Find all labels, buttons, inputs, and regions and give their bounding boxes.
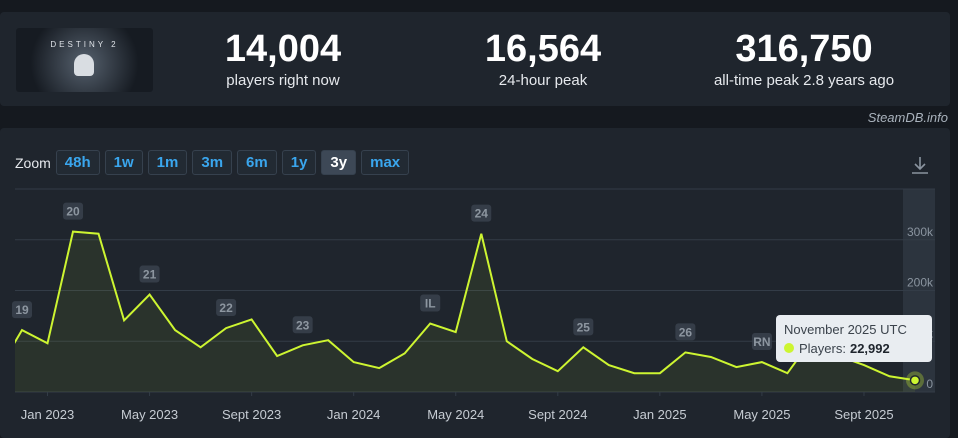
stat-value: 316,750 [735, 28, 873, 70]
x-tick-label: Sept 2025 [834, 407, 893, 422]
annotation-label: 22 [219, 301, 233, 315]
zoom-button[interactable]: 1w [104, 150, 143, 175]
x-tick-label: May 2023 [121, 407, 178, 422]
stat-label: players right now [226, 72, 340, 89]
y-tick-label: 0 [926, 377, 933, 391]
x-tick-label: Jan 2025 [633, 407, 687, 422]
stat-label: 24-hour peak [498, 72, 588, 89]
annotation-badge [471, 204, 492, 222]
annotation-label: IL [425, 296, 436, 310]
game-logo: DESTINY 2 [16, 28, 153, 92]
x-tick-label: Jan 2023 [21, 407, 75, 422]
tooltip-row: Players: 22,992 [799, 341, 890, 356]
annotation-label: 21 [143, 268, 157, 282]
x-tick-label: May 2025 [733, 407, 790, 422]
annotation-badge [12, 301, 32, 319]
tooltip-label: Players: [799, 341, 846, 356]
annotation-badge [216, 299, 237, 317]
annotation-label: 26 [679, 325, 693, 339]
source-label: SteamDB.info [867, 110, 948, 125]
logo-icon [74, 54, 94, 76]
zoom-button[interactable]: 6m [237, 150, 277, 175]
stats-panel: DESTINY 2 [0, 12, 950, 106]
zoom-button[interactable]: 48h [55, 150, 100, 175]
y-tick-label: 200k [907, 276, 934, 290]
line [15, 230, 916, 382]
zoom-button[interactable]: 3m [192, 150, 233, 175]
zoom-label: Zoom [15, 154, 51, 171]
plot [15, 230, 916, 392]
stat-value: 16,564 [484, 28, 602, 70]
tooltip: November 2025 UTC Players: 22,992 [776, 315, 932, 362]
annotation-label: 24 [475, 207, 489, 221]
zoom-button[interactable]: 1y [281, 150, 317, 175]
annotation-badge [420, 294, 441, 312]
x-tick-label: Sept 2023 [222, 407, 281, 422]
zoom-button[interactable]: 3y [321, 150, 357, 175]
zoom-button[interactable]: max [361, 150, 410, 175]
annotation-label: 23 [296, 318, 310, 332]
chart-panel [0, 128, 950, 438]
annotation-label: 25 [577, 320, 591, 334]
zoom-bar: Zoom 48h 1w 1m 3m 6m 1y 3y max [15, 150, 410, 175]
annotation-badge [139, 265, 160, 283]
download-icon[interactable] [912, 157, 928, 174]
zoom-button[interactable]: 1m [147, 150, 188, 175]
stat-label: all-time peak 2.8 years ago [713, 72, 895, 89]
annotation-label: RN [753, 335, 770, 349]
annotation-label: 19 [15, 303, 29, 317]
stat: 14,004 players right now [163, 28, 403, 89]
tooltip-value: 22,992 [850, 341, 890, 356]
annotation-badge [573, 318, 594, 336]
x-tick-label: Jan 2024 [327, 407, 381, 422]
point [909, 375, 921, 386]
annotation-badge [675, 323, 696, 341]
y-tick-label: 300k [907, 225, 934, 239]
annotation-label: 20 [66, 205, 80, 219]
tooltip-swatch [784, 343, 794, 353]
x-tick-label: Sept 2024 [528, 407, 587, 422]
stat-value: 14,004 [224, 28, 342, 70]
logo-text: DESTINY 2 [50, 40, 119, 49]
x-tick-label: May 2024 [427, 407, 484, 422]
annotation-badge [292, 316, 313, 334]
area [15, 231, 915, 392]
tooltip-box [776, 315, 932, 362]
stat: 316,750 all-time peak 2.8 years ago [684, 28, 924, 89]
stat: 16,564 24-hour peak [423, 28, 663, 89]
annotation-badge [63, 202, 84, 220]
tooltip-title: November 2025 UTC [784, 322, 907, 337]
annotation-badge [751, 333, 772, 351]
